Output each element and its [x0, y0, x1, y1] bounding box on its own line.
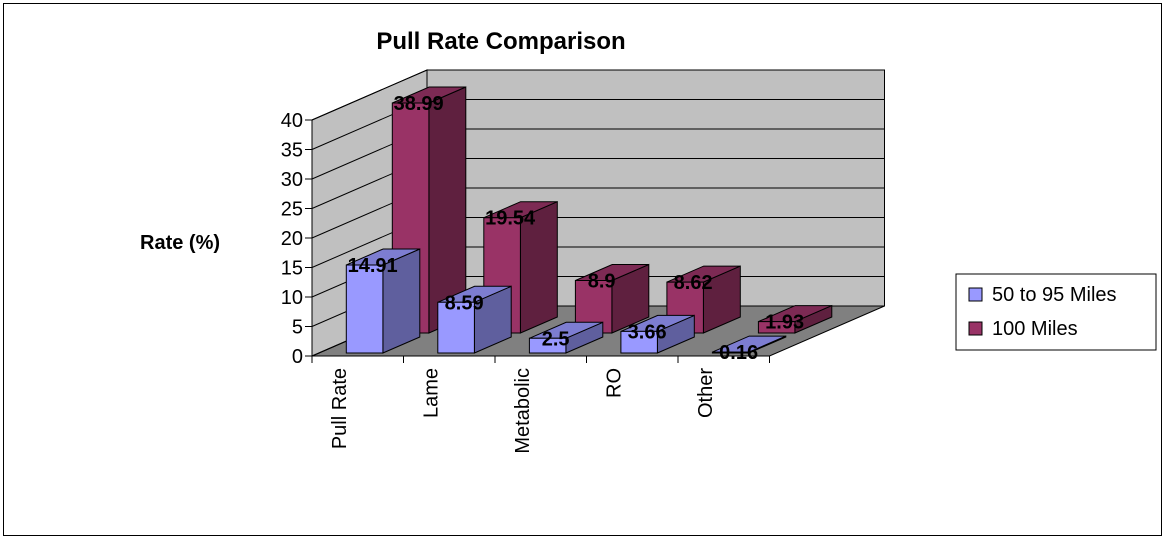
- x-category-label: Pull Rate: [329, 368, 351, 449]
- chart-svg: 0 5 10 15 20 25 30 35 40 Pull Rate Lame Metabolic RO…: [140, 28, 1157, 454]
- data-label: 3.66: [628, 321, 667, 343]
- x-category-label: Other: [695, 368, 717, 418]
- y-tick-label: 20: [281, 228, 303, 250]
- data-label: 8.9: [588, 270, 616, 292]
- bar-series2: [574, 263, 650, 334]
- legend-swatch: [968, 321, 983, 336]
- legend-box: [955, 273, 1157, 351]
- y-tick-label: 5: [292, 317, 303, 339]
- legend-label: 50 to 95 Miles: [992, 284, 1117, 306]
- y-tick-label: 30: [281, 169, 303, 191]
- bar-front: [437, 301, 475, 354]
- y-tick-label: 40: [281, 110, 303, 132]
- bar-series2: [757, 304, 833, 334]
- gridline: [311, 69, 885, 121]
- y-tick-label: 35: [281, 140, 303, 162]
- data-label: 1.93: [765, 312, 804, 334]
- bar-series1: [620, 314, 695, 354]
- legend-label: 100 Miles: [992, 318, 1078, 340]
- y-tick-label: 25: [281, 199, 303, 221]
- data-label: 0.16: [719, 342, 758, 364]
- bar-series1: [437, 285, 512, 354]
- y-tick-label: 10: [281, 287, 303, 309]
- data-label: 38.99: [394, 93, 444, 115]
- data-label: 19.54: [485, 208, 536, 230]
- x-category-label: Lame: [420, 368, 442, 418]
- legend: 50 to 95 Miles 100 Miles: [955, 273, 1157, 351]
- bar-front: [711, 351, 750, 354]
- bar-series1: [711, 335, 787, 354]
- x-category-label: RO: [603, 368, 625, 398]
- bar-series1: [345, 248, 421, 354]
- y-axis-label: Rate (%): [140, 232, 220, 254]
- data-label: 14.91: [348, 255, 398, 277]
- bar-front: [620, 330, 658, 354]
- y-tick-label: 15: [281, 258, 303, 280]
- x-category-label: Metabolic: [512, 368, 534, 454]
- y-tick-label: 0: [292, 346, 303, 368]
- bar-front: [345, 264, 384, 354]
- data-label: 2.5: [542, 328, 570, 350]
- legend-swatch: [968, 287, 983, 302]
- bar-front: [528, 337, 567, 354]
- chart-frame: 0 5 10 15 20 25 30 35 40 Pull Rate Lame Metabolic RO…: [3, 3, 1162, 536]
- bar-front: [757, 321, 796, 334]
- chart-title: Pull Rate Comparison: [376, 28, 625, 55]
- bar-series1: [528, 321, 604, 354]
- data-label: 8.62: [674, 272, 713, 294]
- data-label: 8.59: [445, 292, 484, 314]
